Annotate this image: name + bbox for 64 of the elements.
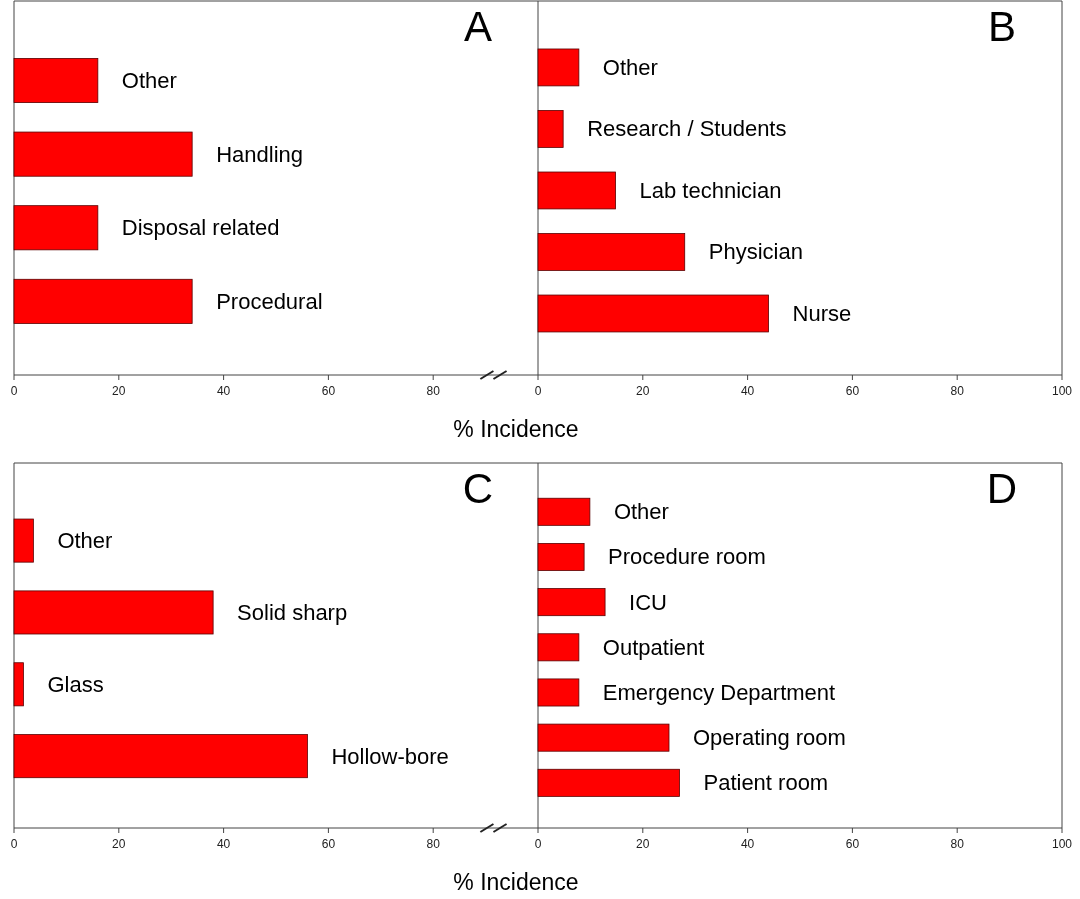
y-tick-label: Other [57, 528, 113, 554]
y-tick-label: Physician [708, 239, 803, 265]
x-tick-label: 60 [321, 384, 336, 398]
y-tick-label: Outpatient [602, 634, 705, 660]
x-tick-label: 60 [845, 837, 860, 851]
y-tick-label: Emergency Department [602, 679, 836, 705]
y-tick-label: Other [613, 499, 669, 525]
x-tick-label: 80 [950, 384, 965, 398]
x-tick-label: 0 [10, 384, 18, 398]
bar [537, 588, 606, 617]
x-axis-title: % Incidence [453, 869, 579, 895]
y-tick-label: Disposal related [121, 215, 280, 241]
bar [537, 233, 686, 271]
bar [13, 662, 24, 707]
y-tick-label: Research / Students [587, 116, 787, 142]
x-tick-label: 20 [636, 384, 650, 398]
chart-title: B [987, 3, 1017, 50]
x-tick-label: 40 [740, 837, 755, 851]
y-tick-label: Handling [216, 141, 303, 167]
bar [537, 110, 564, 148]
y-tick-label: Hollow-bore [331, 743, 449, 769]
bar [13, 518, 34, 563]
y-tick-label: Nurse [792, 300, 852, 326]
x-tick-label: 20 [112, 837, 126, 851]
y-tick-label: Glass [47, 671, 104, 697]
chart-title: C [462, 465, 494, 512]
x-tick-label: 0 [534, 384, 542, 398]
y-tick-label: Operating room [693, 725, 846, 751]
x-axis-title: % Incidence [453, 416, 579, 442]
bar [13, 734, 308, 779]
y-tick-label: Patient room [703, 770, 829, 796]
x-tick-label: 20 [636, 837, 650, 851]
y-tick-label: Procedure room [608, 544, 766, 570]
bar [537, 171, 616, 210]
x-tick-label: 40 [216, 384, 231, 398]
x-tick-label: 0 [10, 837, 18, 851]
chart-title: A [463, 3, 493, 50]
x-tick-label: 100 [1051, 837, 1073, 851]
x-tick-label: 80 [950, 837, 965, 851]
y-tick-label: Other [602, 54, 658, 80]
y-tick-label: Lab technician [639, 177, 782, 203]
bar [537, 633, 580, 662]
bar [537, 723, 670, 752]
bar [537, 678, 580, 707]
x-tick-label: 80 [426, 384, 441, 398]
x-tick-label: 0 [534, 837, 542, 851]
y-tick-label: Solid sharp [237, 599, 348, 625]
x-tick-label: 60 [845, 384, 860, 398]
bar [13, 590, 214, 635]
x-tick-label: 20 [112, 384, 126, 398]
y-tick-label: ICU [629, 589, 667, 615]
bar [537, 768, 680, 797]
x-tick-label: 80 [426, 837, 441, 851]
y-tick-label: Other [121, 68, 177, 94]
x-tick-label: 100 [1051, 384, 1073, 398]
bar [537, 497, 591, 526]
x-tick-label: 40 [216, 837, 231, 851]
x-tick-label: 60 [321, 837, 336, 851]
x-tick-label: 40 [740, 384, 755, 398]
bar [537, 543, 585, 571]
bar [537, 48, 580, 87]
bar [537, 294, 769, 333]
chart-title: D [986, 465, 1018, 512]
y-tick-label: Procedural [216, 288, 323, 314]
